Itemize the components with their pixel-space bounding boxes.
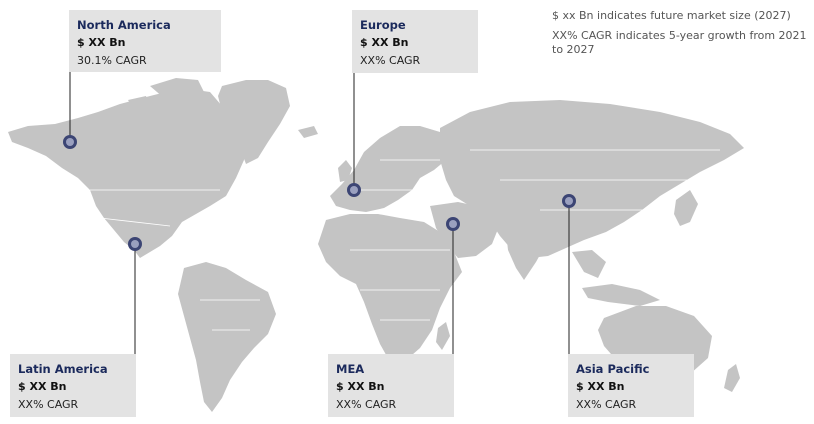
mea-callout: MEA $ XX Bn XX% CAGR [328, 354, 454, 417]
greenland-landmass [218, 80, 290, 164]
southeast-asia-landmass [572, 250, 660, 306]
arctic-islands [128, 78, 204, 110]
region-name: MEA [336, 362, 365, 376]
region-cagr: XX% CAGR [18, 398, 79, 411]
region-market-size: $ XX Bn [336, 380, 385, 393]
middle-east-landmass [430, 202, 500, 258]
asia-landmass [440, 100, 744, 258]
north-america-callout: North America $ XX Bn 30.1% CAGR [69, 10, 221, 72]
region-market-size: $ XX Bn [18, 380, 67, 393]
region-name: Latin America [18, 362, 108, 376]
asia-pacific-callout: Asia Pacific $ XX Bn XX% CAGR [568, 354, 694, 417]
country-borders [90, 149, 720, 331]
europe-marker[interactable] [347, 183, 361, 197]
region-name: Asia Pacific [576, 362, 650, 376]
region-cagr: XX% CAGR [360, 54, 421, 67]
region-cagr: XX% CAGR [336, 398, 397, 411]
map-legend: $ xx Bn indicates future market size (20… [552, 9, 807, 63]
latin-america-callout: Latin America $ XX Bn XX% CAGR [10, 354, 136, 417]
uk-landmass [298, 126, 352, 182]
latin-america-marker[interactable] [128, 237, 142, 251]
south-america-landmass [178, 262, 276, 412]
region-name: Europe [360, 18, 406, 32]
region-name: North America [77, 18, 171, 32]
mea-marker[interactable] [446, 217, 460, 231]
africa-landmass [318, 214, 462, 362]
region-cagr: XX% CAGR [576, 398, 637, 411]
legend-market-size-note: $ xx Bn indicates future market size (20… [552, 9, 791, 22]
legend-cagr-note: XX% CAGR indicates 5-year growth from 20… [552, 29, 807, 56]
madagascar-landmass [436, 322, 450, 350]
new-zealand-landmass [724, 364, 740, 392]
region-market-size: $ XX Bn [77, 36, 126, 49]
region-market-size: $ XX Bn [360, 36, 409, 49]
north-america-landmass [8, 88, 248, 258]
europe-callout: Europe $ XX Bn XX% CAGR [352, 10, 478, 73]
region-cagr: 30.1% CAGR [77, 54, 147, 67]
japan-landmass [674, 190, 698, 226]
india-landmass [506, 232, 546, 280]
region-market-size: $ XX Bn [576, 380, 625, 393]
north-america-marker[interactable] [63, 135, 77, 149]
asia-pacific-marker[interactable] [562, 194, 576, 208]
